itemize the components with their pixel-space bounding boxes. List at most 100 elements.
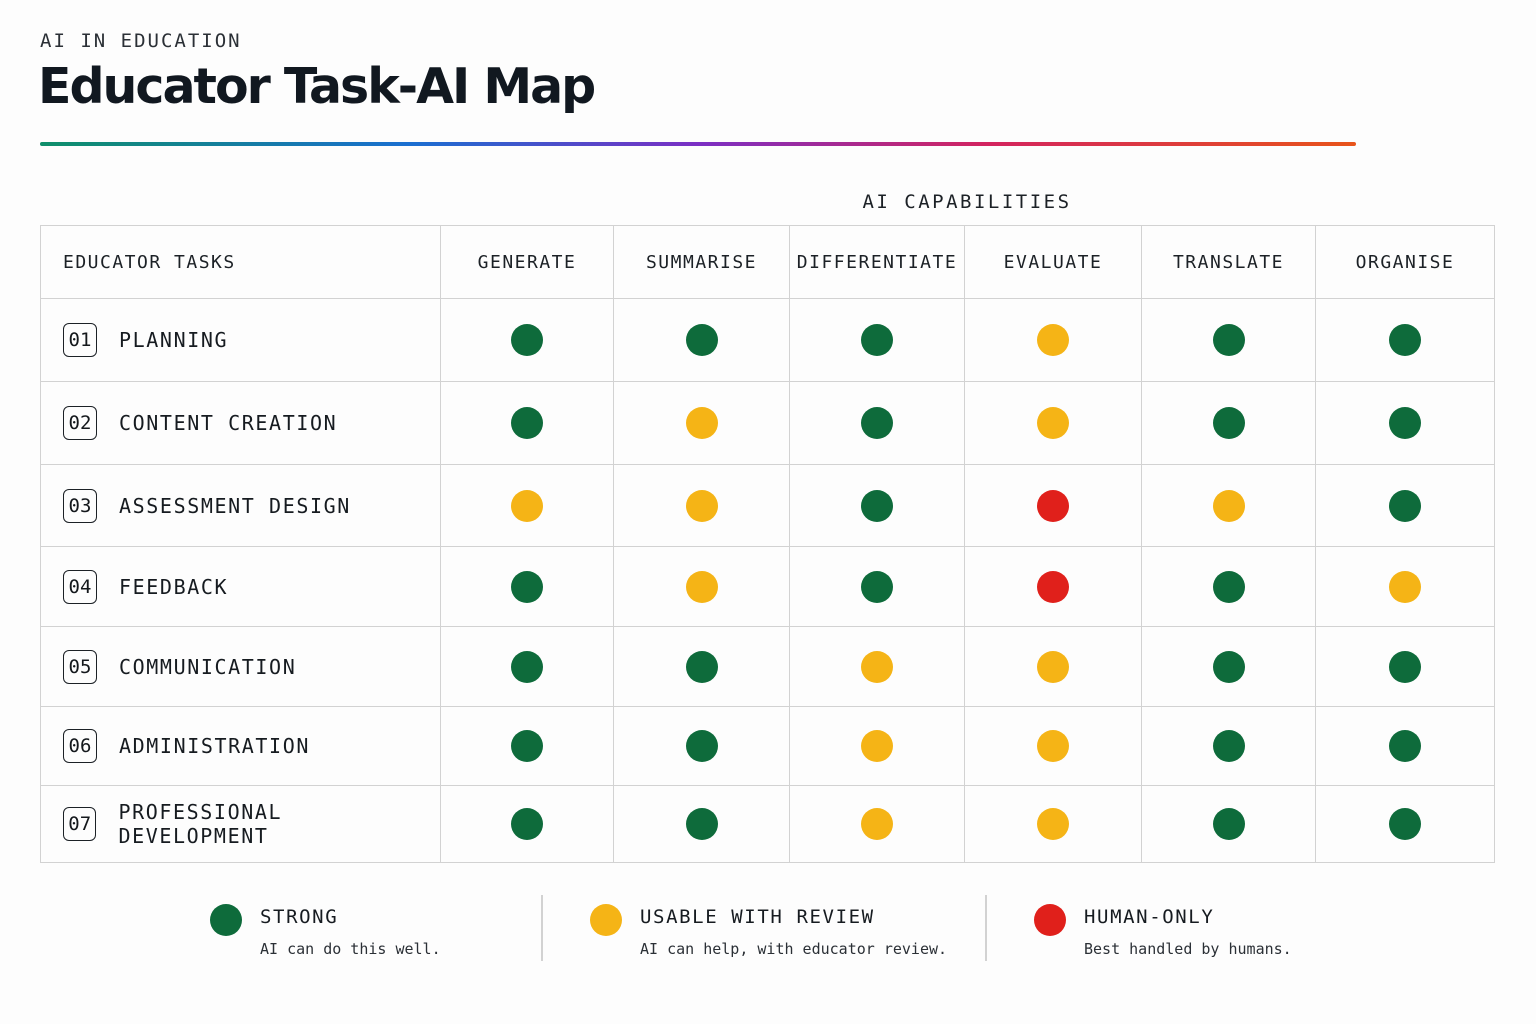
capability-header-evaluate: EVALUATE (964, 225, 1142, 299)
rating-cell (964, 381, 1142, 465)
strong-dot-icon (210, 904, 242, 936)
review-rating-dot-icon (1389, 570, 1421, 603)
rating-cell (1141, 464, 1316, 547)
task-row: 06 ADMINISTRATION (40, 706, 1495, 786)
task-cell: 04 FEEDBACK (40, 546, 441, 627)
strong-rating-dot-icon (511, 808, 543, 840)
rating-cell (789, 706, 965, 786)
rating-cell (789, 381, 965, 465)
rating-cell (440, 546, 614, 627)
rating-cell (613, 626, 790, 707)
rating-cell (1315, 785, 1495, 863)
task-cell: 01 PLANNING (40, 298, 441, 382)
rating-cell (964, 706, 1142, 786)
capabilities-header: AI CAPABILITIES (862, 191, 1072, 213)
eyebrow-label: AI IN EDUCATION (40, 30, 242, 52)
review-dot-icon (590, 904, 622, 936)
rating-cell (964, 626, 1142, 707)
rating-cell (613, 706, 790, 786)
rating-cell (1141, 546, 1316, 627)
rating-cell (613, 546, 790, 627)
rating-cell (964, 464, 1142, 547)
strong-rating-dot-icon (861, 407, 893, 439)
task-row: 07 PROFESSIONAL DEVELOPMENT (40, 785, 1495, 863)
gradient-divider (40, 142, 1356, 146)
strong-rating-dot-icon (861, 570, 893, 603)
rating-cell (613, 298, 790, 382)
rating-cell (1141, 626, 1316, 707)
strong-rating-dot-icon (511, 650, 543, 683)
rating-cell (1315, 706, 1495, 786)
review-rating-dot-icon (685, 570, 718, 603)
strong-rating-dot-icon (1389, 489, 1421, 522)
capability-header-organise: ORGANISE (1315, 225, 1495, 299)
human-rating-dot-icon (1037, 489, 1069, 522)
rating-cell (440, 464, 614, 547)
review-rating-dot-icon (1037, 730, 1069, 762)
strong-rating-dot-icon (861, 489, 893, 522)
rating-cell (789, 626, 965, 707)
task-number-badge: 03 (63, 488, 97, 523)
task-row: 01 PLANNING (40, 298, 1495, 382)
task-label: FEEDBACK (119, 574, 229, 599)
rating-cell (789, 546, 965, 627)
rating-cell (1141, 706, 1316, 786)
header-row: EDUCATOR TASKS GENERATE SUMMARISE DIFFER… (40, 225, 1495, 299)
rating-cell (1315, 546, 1495, 627)
task-number-badge: 01 (63, 323, 97, 357)
legend-description: AI can do this well. (260, 940, 441, 958)
legend-description: Best handled by humans. (1084, 940, 1292, 958)
review-rating-dot-icon (1037, 650, 1069, 683)
strong-rating-dot-icon (1389, 407, 1421, 439)
task-number-badge: 07 (63, 807, 97, 841)
rating-cell (440, 626, 614, 707)
capability-header-summarise: SUMMARISE (613, 225, 790, 299)
rating-cell (964, 546, 1142, 627)
task-label: CONTENT CREATION (119, 411, 338, 435)
rating-cell (1141, 785, 1316, 863)
review-rating-dot-icon (861, 808, 893, 840)
rating-cell (789, 464, 965, 547)
task-cell: 07 PROFESSIONAL DEVELOPMENT (40, 785, 441, 863)
review-rating-dot-icon (1037, 808, 1069, 840)
task-number-badge: 05 (63, 649, 97, 684)
task-label: ADMINISTRATION (119, 734, 310, 758)
legend-title: HUMAN-ONLY (1084, 906, 1215, 928)
strong-rating-dot-icon (511, 570, 543, 603)
rating-cell (789, 785, 965, 863)
task-number-badge: 06 (63, 729, 97, 763)
strong-rating-dot-icon (1212, 650, 1245, 683)
legend-description: AI can help, with educator review. (640, 940, 948, 958)
rating-cell (1315, 626, 1495, 707)
strong-rating-dot-icon (685, 324, 718, 356)
review-rating-dot-icon (511, 489, 543, 522)
task-label: ASSESSMENT DESIGN (119, 493, 351, 518)
rating-cell (789, 298, 965, 382)
strong-rating-dot-icon (511, 324, 543, 356)
strong-rating-dot-icon (1389, 324, 1421, 356)
matrix-body: 01 PLANNING 02 CONTENT CREATION 03 ASSESSMENT… (40, 298, 1495, 863)
task-cell: 05 COMMUNICATION (40, 626, 441, 707)
review-rating-dot-icon (1037, 324, 1069, 356)
rating-cell (440, 785, 614, 863)
human-dot-icon (1034, 904, 1066, 936)
rating-cell (440, 298, 614, 382)
task-cell: 03 ASSESSMENT DESIGN (40, 464, 441, 547)
human-rating-dot-icon (1037, 570, 1069, 603)
rating-cell (964, 785, 1142, 863)
strong-rating-dot-icon (1212, 324, 1245, 356)
review-rating-dot-icon (861, 650, 893, 683)
tasks-column-header: EDUCATOR TASKS (40, 225, 441, 299)
rating-cell (1315, 464, 1495, 547)
review-rating-dot-icon (685, 489, 718, 522)
task-row: 03 ASSESSMENT DESIGN (40, 464, 1495, 547)
legend-divider (541, 895, 543, 961)
strong-rating-dot-icon (1212, 730, 1245, 762)
rating-cell (1141, 381, 1316, 465)
task-label: PLANNING (119, 328, 229, 352)
task-number-badge: 02 (63, 406, 97, 440)
legend-title: STRONG (260, 906, 339, 928)
capability-header-differentiate: DIFFERENTIATE (789, 225, 965, 299)
rating-cell (964, 298, 1142, 382)
legend-title: USABLE WITH REVIEW (640, 906, 875, 928)
